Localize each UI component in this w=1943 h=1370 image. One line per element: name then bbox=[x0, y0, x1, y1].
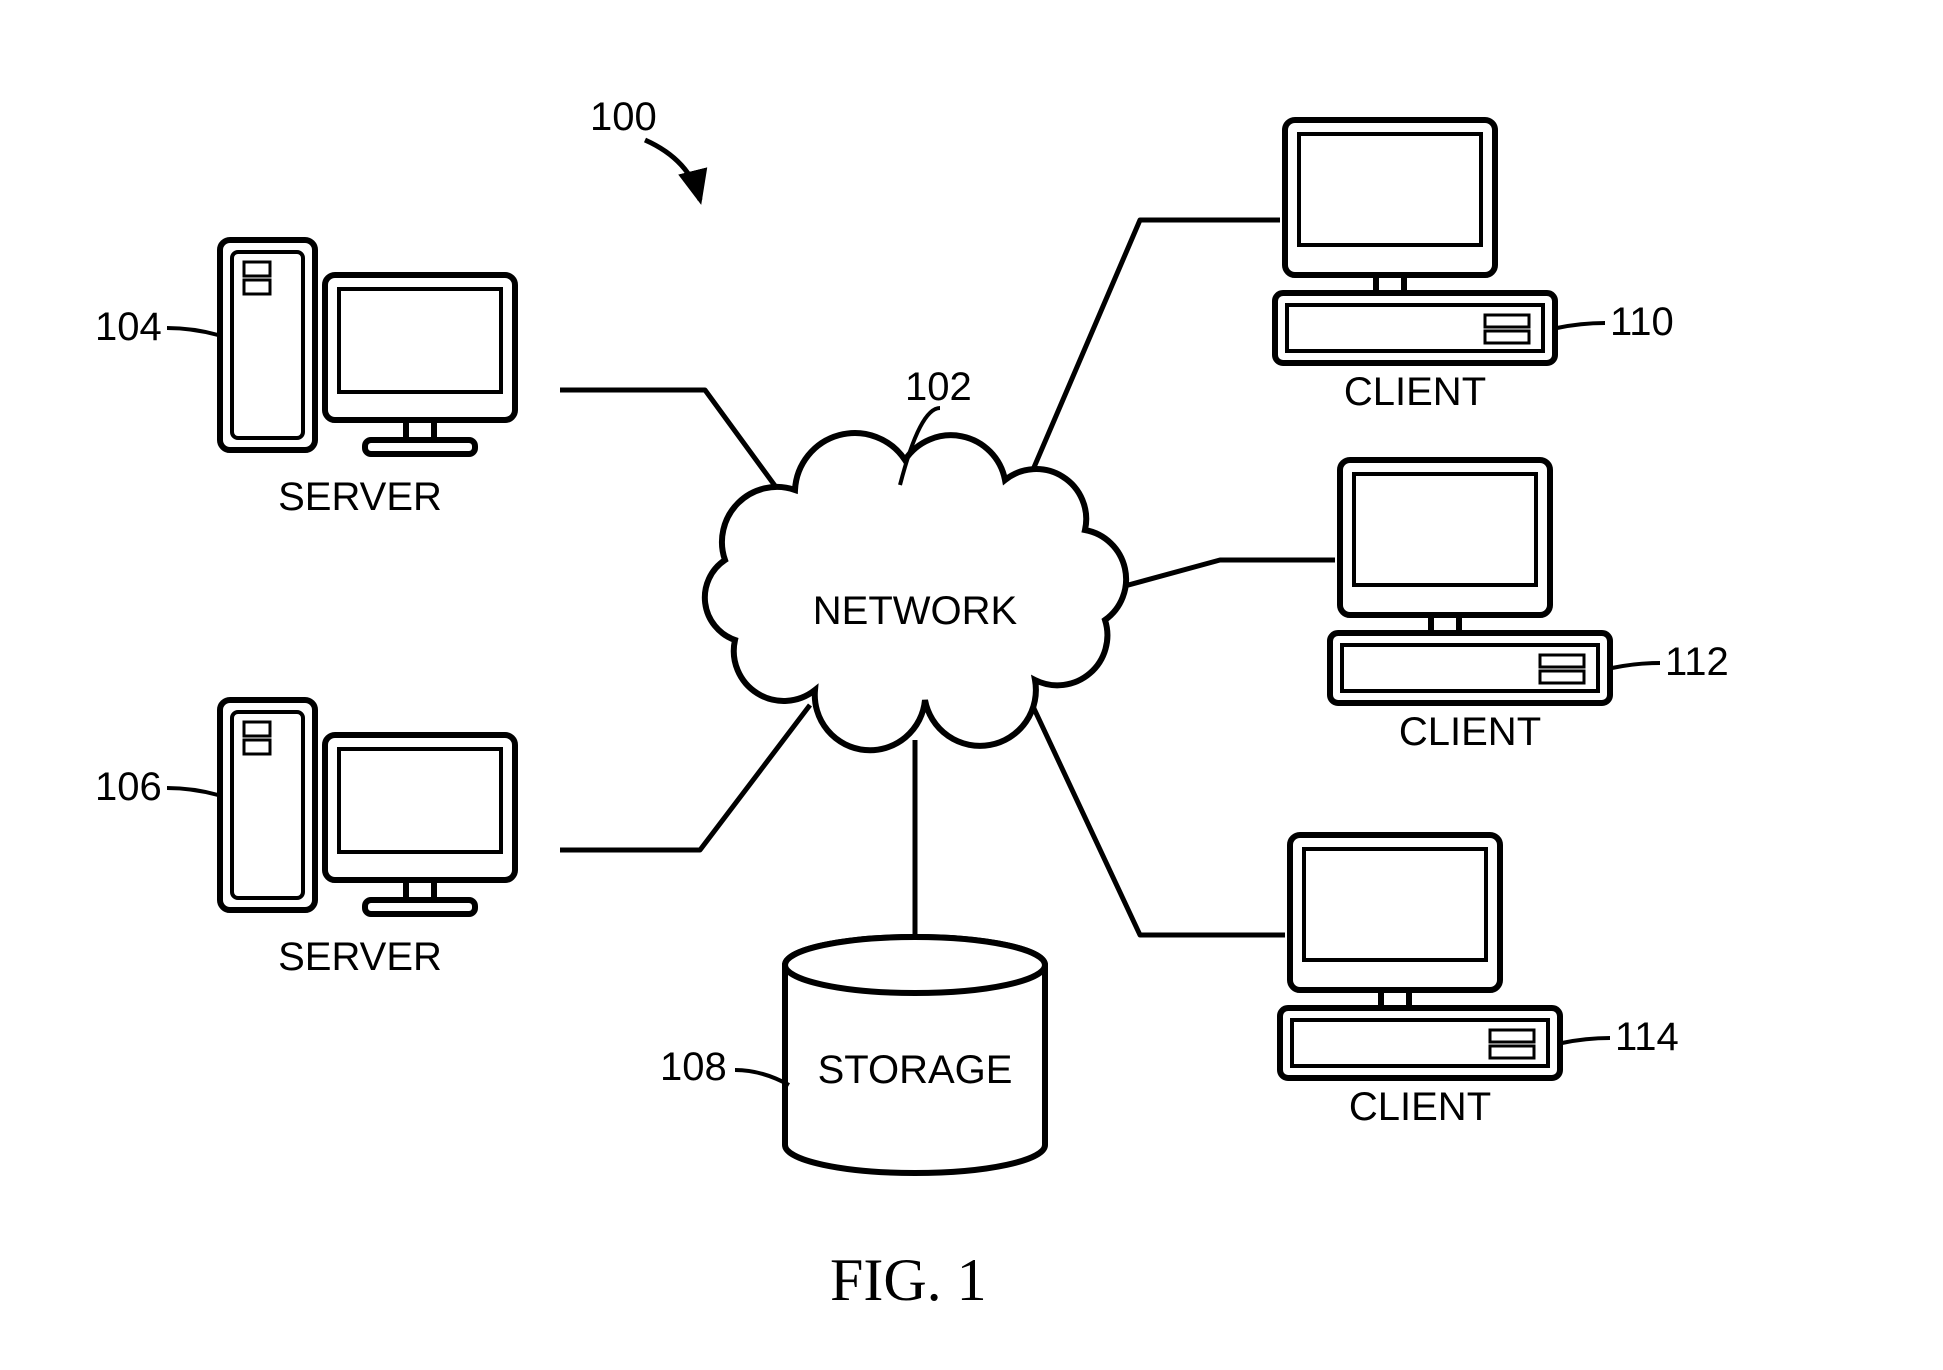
edge bbox=[560, 705, 810, 850]
server-monitor bbox=[325, 735, 515, 880]
figure-ref-100: 100 bbox=[590, 95, 700, 200]
client-label: CLIENT bbox=[1344, 370, 1486, 414]
client-ref: 112 bbox=[1665, 640, 1729, 684]
server-monitor bbox=[325, 275, 515, 420]
server-label: SERVER bbox=[278, 475, 442, 519]
edge bbox=[1030, 700, 1285, 935]
server-ref: 106 bbox=[95, 765, 162, 809]
storage-label: STORAGE bbox=[818, 1048, 1013, 1092]
client-ref: 114 bbox=[1615, 1015, 1679, 1059]
client-label: CLIENT bbox=[1399, 710, 1541, 754]
server-label: SERVER bbox=[278, 935, 442, 979]
ref-102: 102 bbox=[905, 365, 972, 409]
network-cloud: NETWORK 102 bbox=[705, 365, 1126, 750]
network-label: NETWORK bbox=[813, 589, 1018, 633]
client-monitor bbox=[1285, 120, 1495, 275]
servers: SERVER 104 SERVER 106 bbox=[95, 240, 515, 979]
client-monitor bbox=[1340, 460, 1550, 615]
edge bbox=[1020, 220, 1280, 500]
client-110: CLIENT 110 bbox=[1275, 120, 1674, 414]
client-112: CLIENT 112 bbox=[1330, 460, 1729, 754]
edge bbox=[1110, 560, 1335, 590]
clients: CLIENT 110 CLIENT 112 CLIENT 114 bbox=[1275, 120, 1729, 1129]
server-ref: 104 bbox=[95, 305, 162, 349]
storage-cylinder: STORAGE 108 bbox=[660, 937, 1045, 1173]
ref-100: 100 bbox=[590, 95, 657, 139]
client-label: CLIENT bbox=[1349, 1085, 1491, 1129]
ref-108: 108 bbox=[660, 1045, 727, 1089]
diagram-canvas: NETWORK 102 STORAGE 108 SERVER 104 SERVER 106… bbox=[0, 0, 1943, 1370]
server-106: SERVER 106 bbox=[95, 700, 515, 979]
ref-100-arrow bbox=[645, 140, 700, 200]
client-monitor bbox=[1290, 835, 1500, 990]
client-ref: 110 bbox=[1610, 300, 1674, 344]
server-tower bbox=[220, 700, 315, 910]
server-tower bbox=[220, 240, 315, 450]
storage-top bbox=[785, 937, 1045, 993]
client-114: CLIENT 114 bbox=[1280, 835, 1679, 1129]
figure-caption: FIG. 1 bbox=[830, 1247, 987, 1313]
server-104: SERVER 104 bbox=[95, 240, 515, 519]
